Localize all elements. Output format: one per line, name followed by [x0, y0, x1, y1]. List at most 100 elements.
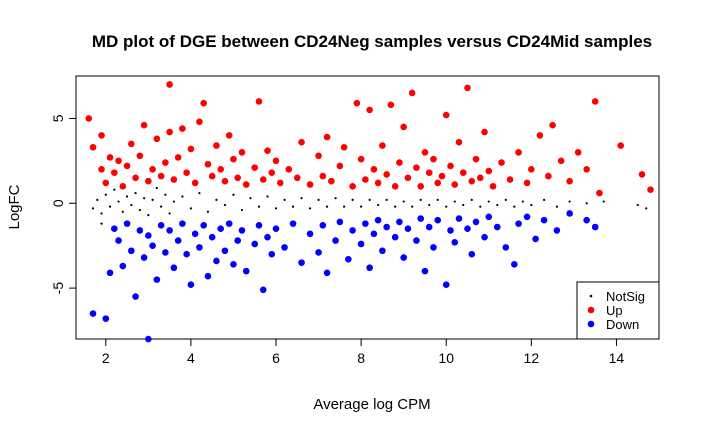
point-down	[132, 293, 139, 300]
point-up	[157, 172, 165, 180]
point-notsig	[428, 203, 431, 207]
point-down	[179, 220, 186, 227]
point-down	[485, 213, 493, 221]
y-tick-label: 5	[50, 114, 66, 122]
point-notsig	[100, 212, 103, 215]
point-down	[502, 244, 510, 251]
point-up	[442, 111, 450, 119]
point-down	[298, 259, 305, 266]
data-points	[85, 81, 654, 343]
point-notsig	[453, 200, 456, 203]
point-down	[213, 257, 220, 265]
point-notsig	[189, 207, 192, 210]
point-notsig	[113, 188, 116, 191]
point-notsig	[257, 205, 261, 208]
point-down	[170, 264, 178, 272]
point-up	[166, 81, 173, 88]
point-up	[413, 164, 420, 171]
point-notsig	[142, 197, 146, 200]
point-up	[166, 128, 173, 136]
point-notsig	[555, 205, 558, 208]
point-up	[455, 138, 463, 146]
point-down	[379, 247, 386, 255]
point-down	[119, 262, 127, 270]
point-down	[217, 225, 224, 233]
point-down	[230, 261, 237, 268]
point-up	[174, 154, 182, 161]
point-up	[596, 189, 603, 197]
point-notsig	[368, 198, 371, 201]
point-down	[272, 225, 280, 233]
point-down	[383, 223, 390, 231]
point-down	[357, 240, 365, 248]
point-notsig	[249, 197, 252, 200]
point-notsig	[325, 205, 329, 208]
point-down	[425, 223, 433, 231]
point-up	[234, 174, 242, 182]
point-notsig	[138, 208, 141, 212]
point-down	[281, 244, 288, 251]
point-down	[102, 315, 110, 322]
point-up	[498, 159, 505, 166]
point-notsig	[496, 203, 499, 207]
point-up	[306, 181, 314, 188]
point-up	[383, 171, 390, 178]
point-down	[162, 249, 169, 256]
point-notsig	[602, 200, 605, 203]
point-notsig	[411, 205, 414, 208]
point-notsig	[291, 205, 295, 208]
point-up	[515, 149, 522, 156]
point-notsig	[334, 197, 337, 200]
point-up	[98, 132, 105, 139]
x-tick-label: 4	[187, 350, 195, 366]
point-up	[549, 121, 556, 129]
point-notsig	[377, 203, 380, 207]
x-tick-label: 14	[609, 350, 625, 366]
point-up	[221, 177, 229, 185]
point-up	[489, 182, 497, 190]
point-down	[153, 276, 161, 283]
point-notsig	[479, 205, 482, 208]
point-up	[349, 182, 356, 190]
point-up	[557, 157, 565, 165]
point-up	[251, 164, 259, 171]
point-down	[306, 230, 314, 238]
point-up	[268, 169, 276, 177]
point-down	[532, 235, 539, 243]
point-up	[523, 179, 531, 187]
point-up	[230, 155, 237, 163]
point-up	[208, 172, 216, 180]
point-down	[145, 232, 152, 239]
point-notsig	[360, 205, 363, 208]
chart-title: MD plot of DGE between CD24Neg samples v…	[92, 32, 652, 51]
point-notsig	[274, 207, 278, 210]
point-down	[451, 238, 459, 246]
point-up	[132, 174, 139, 182]
point-down	[208, 233, 216, 241]
point-down	[583, 216, 590, 224]
point-notsig	[215, 198, 218, 201]
x-tick-label: 2	[102, 350, 110, 366]
point-down	[413, 237, 420, 244]
point-up	[468, 177, 476, 185]
point-down	[591, 223, 599, 231]
x-tick-label: 6	[272, 350, 280, 366]
point-up	[119, 182, 127, 190]
point-up	[285, 166, 293, 173]
point-down	[540, 216, 548, 224]
x-axis: 2 4 6 8 10 12 14	[102, 338, 625, 366]
point-notsig	[121, 210, 124, 213]
point-notsig	[130, 203, 133, 207]
point-notsig	[172, 200, 175, 203]
point-up	[85, 115, 93, 122]
point-down	[145, 335, 152, 343]
point-down	[374, 216, 382, 224]
legend-label-up: Up	[606, 303, 623, 318]
point-notsig	[300, 197, 303, 200]
point-notsig	[100, 222, 103, 225]
point-notsig	[108, 205, 112, 208]
point-up	[319, 172, 327, 180]
point-down	[106, 269, 114, 277]
point-down	[157, 222, 165, 229]
